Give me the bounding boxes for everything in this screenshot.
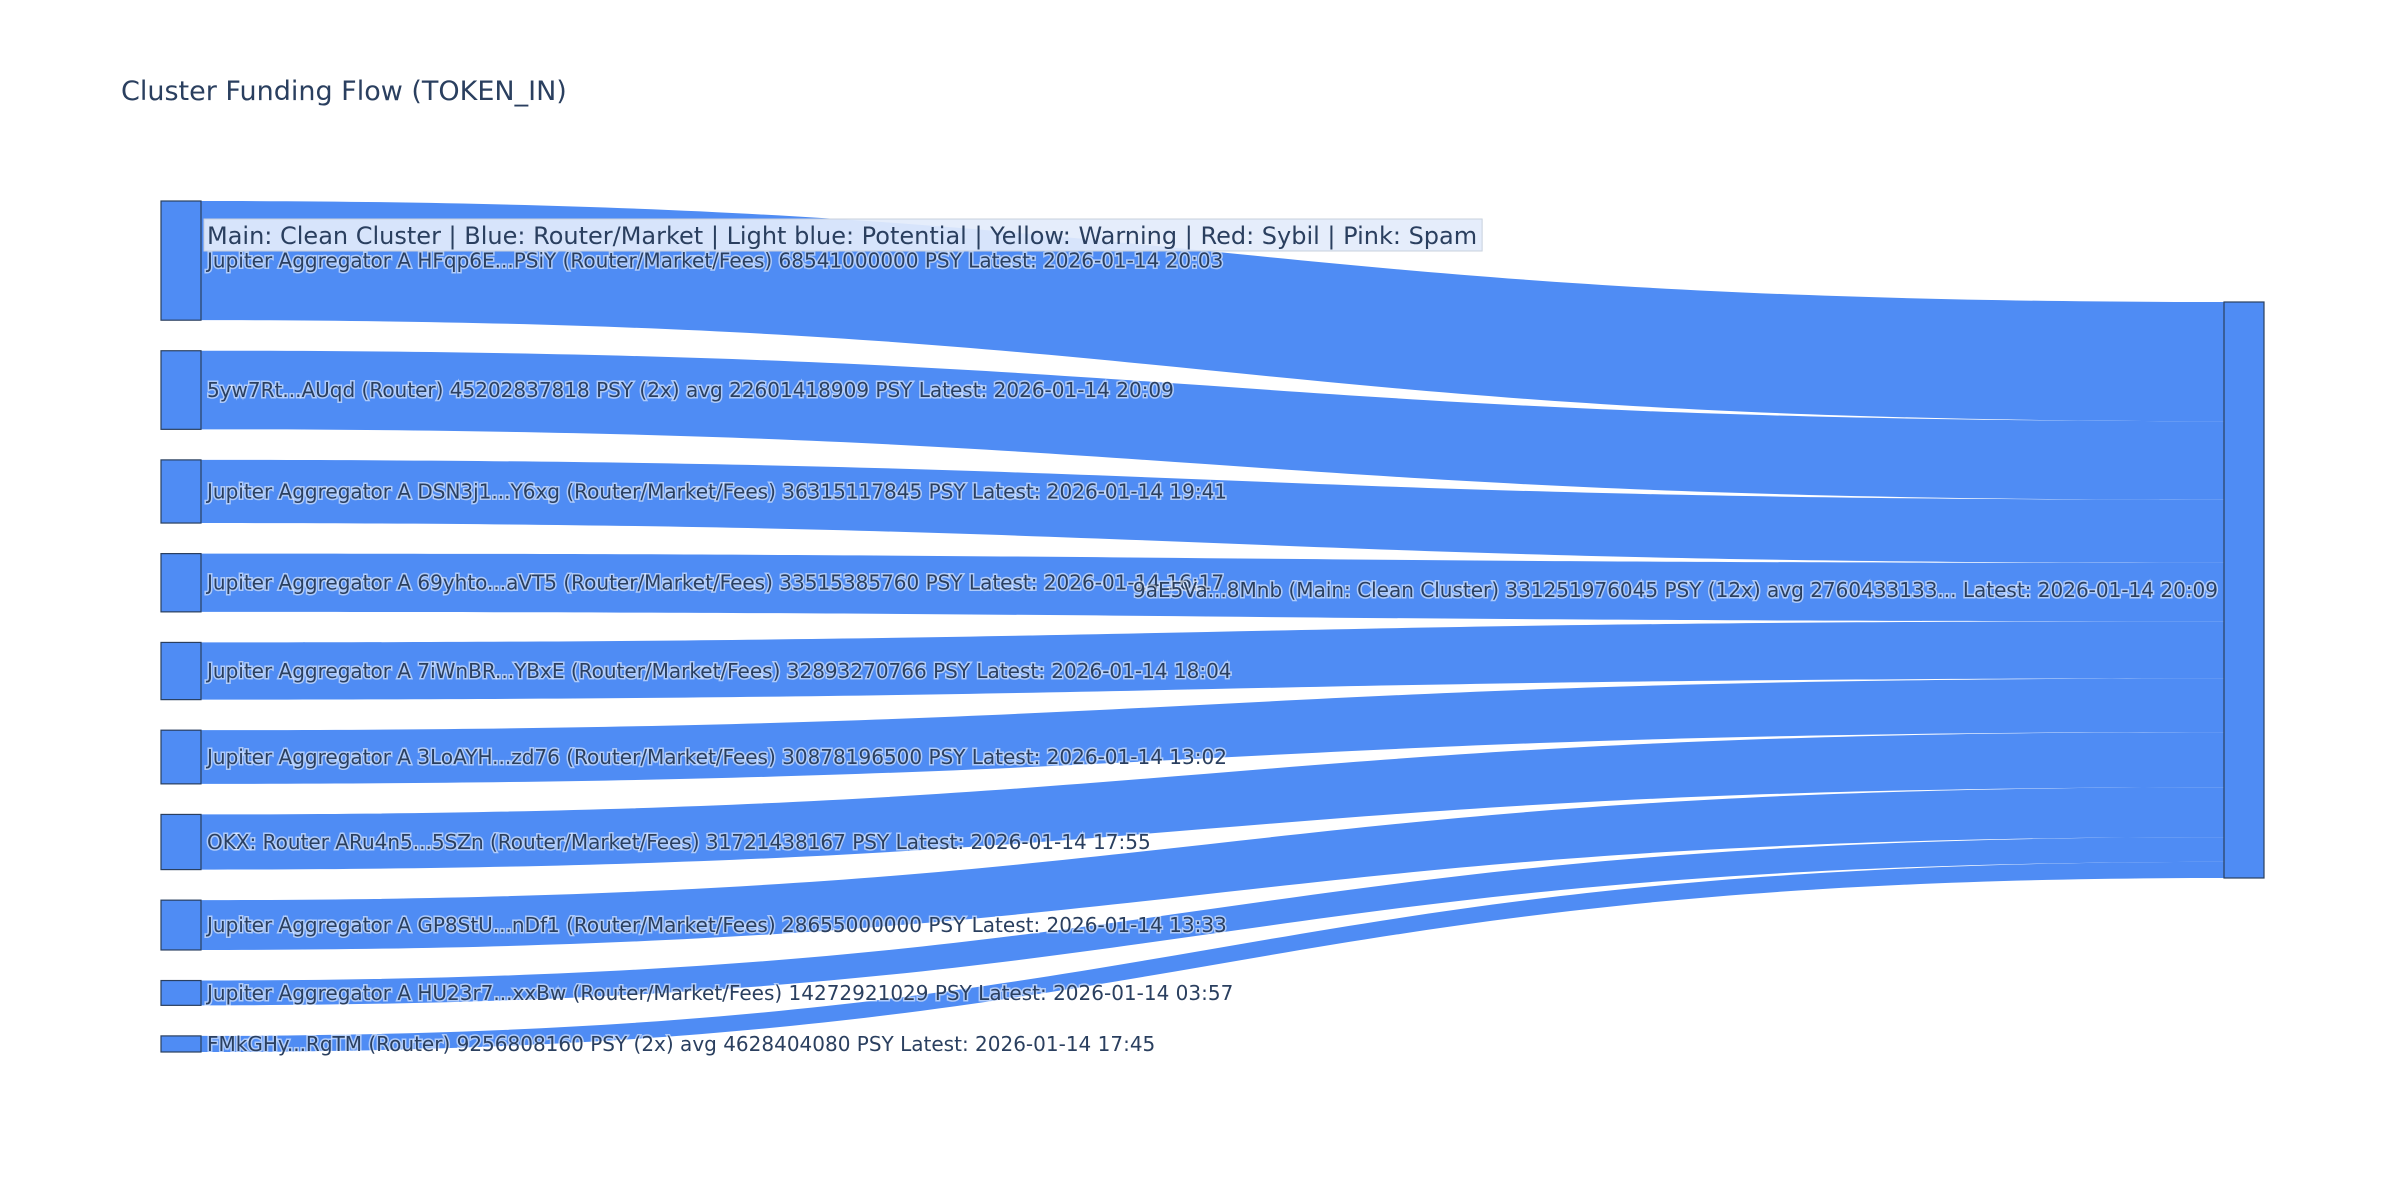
source-label-8: Jupiter Aggregator A GP8StU...nDf1 (Rout… [205, 913, 1227, 937]
target-node[interactable] [2223, 301, 2265, 879]
source-node-10[interactable] [160, 1035, 202, 1053]
flow-link-8[interactable] [201, 787, 2224, 950]
source-label-1: Jupiter Aggregator A HFqp6E...PSiY (Rout… [205, 249, 1223, 273]
flow-link-2[interactable] [201, 350, 2224, 500]
node-labels: Jupiter Aggregator A HFqp6E...PSiY (Rout… [204, 247, 2220, 1057]
flow-link-5[interactable] [201, 621, 2224, 700]
flow-nodes [160, 200, 2265, 1053]
flow-link-9[interactable] [201, 837, 2224, 1006]
target-label: 9aE5Va...8Mnb (Main: Clean Cluster) 3312… [1133, 578, 2218, 602]
source-label-9: Jupiter Aggregator A HU23r7...xxBw (Rout… [205, 981, 1233, 1005]
source-node-9[interactable] [160, 979, 202, 1006]
source-label-6: Jupiter Aggregator A 3LoAYH...zd76 (Rout… [205, 745, 1227, 769]
source-label-3: Jupiter Aggregator A DSN3j1...Y6xg (Rout… [205, 479, 1227, 503]
flow-link-1[interactable] [201, 201, 2224, 422]
flow-link-10[interactable] [201, 861, 2224, 1052]
source-label-2: 5yw7Rt...AUqd (Router) 45202837818 PSY (… [207, 378, 1174, 402]
flow-link-4[interactable] [201, 553, 2224, 622]
source-node-1[interactable] [160, 200, 202, 321]
legend-note: Main: Clean Cluster | Blue: Router/Marke… [203, 218, 1483, 252]
flow-link-6[interactable] [201, 678, 2224, 784]
chart-title: Cluster Funding Flow (TOKEN_IN) [121, 76, 567, 107]
source-node-6[interactable] [160, 729, 202, 785]
source-node-3[interactable] [160, 459, 202, 524]
legend-note-text: Main: Clean Cluster | Blue: Router/Marke… [207, 222, 1477, 250]
flow-link-3[interactable] [201, 459, 2224, 563]
source-label-10: FMkGHy...RgTM (Router) 9256808160 PSY (2… [207, 1032, 1155, 1056]
source-label-7: OKX: Router ARu4n5...5SZn (Router/Market… [207, 830, 1151, 854]
legend-note-background [203, 218, 1483, 252]
source-node-4[interactable] [160, 552, 202, 613]
source-label-5: Jupiter Aggregator A 7iWnBR...YBxE (Rout… [205, 659, 1232, 683]
source-node-2[interactable] [160, 350, 202, 430]
source-node-5[interactable] [160, 641, 202, 701]
source-node-7[interactable] [160, 813, 202, 871]
flow-link-7[interactable] [201, 732, 2224, 870]
source-label-4: Jupiter Aggregator A 69yhto...aVT5 (Rout… [205, 571, 1224, 595]
source-node-8[interactable] [160, 899, 202, 951]
flow-links [201, 201, 2224, 1052]
